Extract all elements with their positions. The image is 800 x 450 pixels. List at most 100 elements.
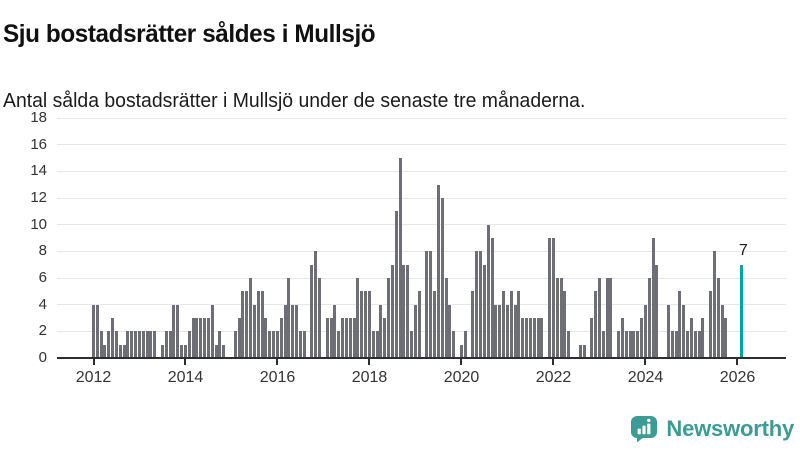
bar — [605, 278, 609, 358]
bar — [413, 304, 417, 358]
chart-subtitle: Antal sålda bostadsrätter i Mullsjö unde… — [3, 90, 586, 112]
bar — [609, 278, 613, 358]
bar — [145, 331, 149, 358]
bar — [601, 331, 605, 358]
bar — [333, 304, 337, 358]
bar — [176, 304, 180, 358]
bar — [352, 318, 356, 358]
bar — [498, 304, 502, 358]
x-tick-label: 2026 — [719, 369, 756, 386]
bar — [471, 291, 475, 358]
bar — [651, 238, 655, 358]
y-tick-label: 18 — [30, 109, 47, 127]
bar — [482, 264, 486, 358]
bar — [712, 251, 716, 358]
y-tick-label: 12 — [30, 189, 47, 207]
x-axis-tick — [460, 359, 463, 365]
bar — [509, 291, 513, 358]
bar — [597, 278, 601, 358]
bar — [337, 331, 341, 358]
bar — [92, 304, 95, 358]
gridline — [57, 250, 786, 252]
bar — [153, 331, 157, 358]
bar — [540, 318, 544, 358]
bar — [636, 331, 640, 358]
bar — [563, 291, 567, 358]
bar — [180, 344, 184, 358]
bar — [402, 264, 406, 358]
gridline — [57, 197, 786, 199]
x-axis-tick — [552, 359, 555, 365]
bar — [118, 344, 122, 358]
bar — [551, 238, 555, 358]
bar — [666, 304, 670, 358]
bar — [429, 251, 433, 358]
bar — [218, 331, 222, 358]
bar — [245, 291, 249, 358]
gridline — [57, 170, 786, 172]
gridline — [57, 330, 786, 332]
bar — [107, 331, 111, 358]
y-tick-label: 2 — [38, 322, 47, 340]
bar — [559, 278, 563, 358]
bar — [674, 331, 678, 358]
bar — [620, 318, 624, 358]
bar — [647, 278, 651, 358]
bar — [191, 318, 195, 358]
x-axis-line — [57, 357, 786, 359]
bar — [448, 304, 452, 358]
bar — [298, 331, 302, 358]
bar — [206, 318, 210, 358]
bar — [582, 344, 586, 358]
bar — [344, 318, 348, 358]
bar — [291, 304, 295, 358]
bar — [233, 331, 237, 358]
bar — [360, 291, 364, 358]
bar — [283, 304, 287, 358]
bar — [678, 291, 682, 358]
x-tick-label: 2016 — [259, 369, 296, 386]
bar — [164, 331, 168, 358]
bar — [452, 331, 456, 358]
bar — [375, 331, 379, 358]
bar — [314, 251, 318, 358]
bar — [130, 331, 134, 358]
bar — [440, 198, 444, 358]
bar — [624, 331, 628, 358]
x-tick-label: 2018 — [351, 369, 388, 386]
bar — [241, 291, 245, 358]
bar — [521, 318, 525, 358]
bar — [682, 304, 686, 358]
newsworthy-wordmark: Newsworthy — [666, 416, 794, 441]
bar — [628, 331, 632, 358]
bar — [716, 278, 720, 358]
bar — [632, 331, 636, 358]
bar — [655, 264, 659, 358]
bar — [513, 304, 517, 358]
bar — [279, 318, 283, 358]
bar — [425, 251, 429, 358]
x-tick-label: 2020 — [443, 369, 480, 386]
bar — [525, 318, 529, 358]
bar — [567, 331, 571, 358]
bar — [463, 331, 467, 358]
bar — [264, 318, 268, 358]
bar — [371, 331, 375, 358]
x-axis-tick — [184, 359, 187, 365]
bar — [517, 291, 521, 358]
bar — [134, 331, 138, 358]
bar — [410, 331, 414, 358]
gridline — [57, 117, 786, 119]
gridline — [57, 224, 786, 226]
newsworthy-bubble-chart-icon — [631, 416, 658, 443]
bar — [222, 344, 226, 358]
bar — [348, 318, 352, 358]
gridline — [57, 304, 786, 306]
bar — [137, 331, 141, 358]
bar — [210, 304, 214, 358]
bar — [693, 331, 697, 358]
bar — [578, 344, 582, 358]
y-tick-label: 16 — [30, 135, 47, 153]
bar — [187, 331, 191, 358]
bar — [394, 211, 398, 358]
